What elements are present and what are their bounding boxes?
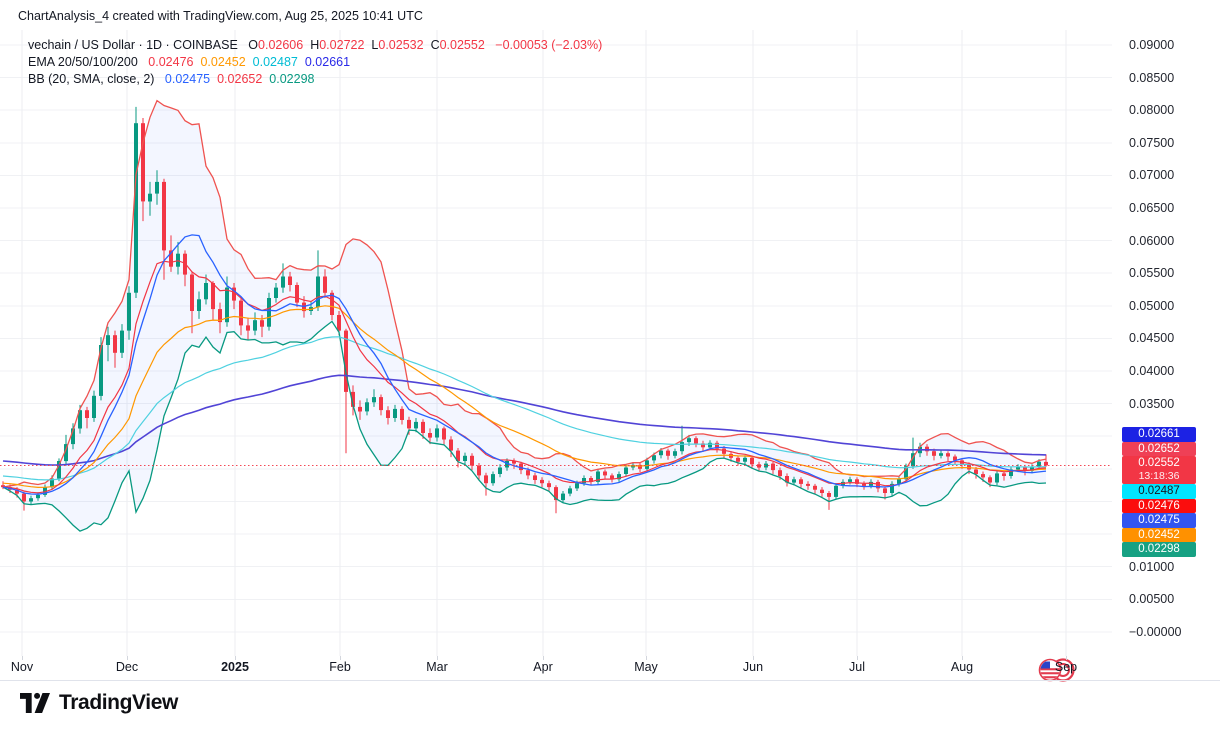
price-badge: 0.02487: [1122, 484, 1196, 499]
symbol-title: vechain / US Dollar · 1D · COINBASE: [28, 38, 238, 52]
time-tick: [753, 656, 754, 660]
price-tick-label: 0.07500: [1129, 135, 1175, 150]
ohlc-label: O: [248, 38, 259, 52]
chart-legend: vechain / US Dollar · 1D · COINBASE O0.0…: [28, 37, 602, 88]
price-tick-label: 0.01000: [1129, 559, 1175, 574]
time-tick: [437, 656, 438, 660]
price-badge: 0.02475: [1122, 513, 1196, 528]
time-tick-label: 2025: [221, 660, 249, 674]
tradingview-logo-icon: [20, 692, 50, 713]
tradingview-logo[interactable]: TradingView: [20, 690, 178, 716]
time-tick: [962, 656, 963, 660]
time-axis[interactable]: Nov Dec 2025 Feb Mar Apr May Jun Jul Aug Sep: [0, 656, 1220, 680]
price-tick-label: −0.00000: [1129, 624, 1182, 639]
price-tick-label: 0.08000: [1129, 103, 1175, 118]
currency-pair-icon: [1038, 658, 1075, 682]
price-badge-column: 0.02661 0.02652 0.02552 13:18:36 0.02487 0.02…: [1122, 427, 1196, 557]
time-tick: [235, 656, 236, 660]
ohlc-label: L: [371, 38, 379, 52]
price-tick-label: 0.08500: [1129, 70, 1175, 85]
legend-symbol-row[interactable]: vechain / US Dollar · 1D · COINBASE O0.0…: [28, 37, 602, 54]
indicator-value: 0.02452: [200, 55, 246, 69]
price-badge: 0.02452: [1122, 527, 1196, 542]
change-value: −0.00053 (−2.03%): [495, 38, 603, 52]
time-tick-label: Jun: [742, 660, 764, 674]
time-tick-label: Dec: [115, 660, 139, 674]
price-badge: 0.02298: [1122, 542, 1196, 557]
time-tick-label: Jul: [849, 660, 865, 674]
export-caption: ChartAnalysis_4 created with TradingView…: [18, 9, 423, 23]
indicator-value: 0.02652: [217, 72, 263, 86]
time-tick-label: Mar: [426, 660, 448, 674]
axis-separator: [0, 680, 1220, 681]
tradingview-logo-text: TradingView: [59, 691, 178, 714]
ohlc-value: 0.02722: [319, 38, 365, 52]
ohlc-label: C: [430, 38, 440, 52]
legend-bb-row[interactable]: BB (20, SMA, close, 2) 0.02475 0.02652 0.0…: [28, 71, 602, 88]
price-axis[interactable]: 0.02661 0.02652 0.02552 13:18:36 0.02487 0.02…: [1112, 30, 1220, 656]
time-tick-label: May: [634, 660, 658, 674]
time-tick-label: Nov: [10, 660, 34, 674]
price-badge: 0.02652: [1122, 441, 1196, 456]
bar-countdown: 13:18:36: [1138, 470, 1180, 482]
time-tick-label: Sep: [1054, 660, 1078, 674]
price-tick-label: 0.05000: [1129, 298, 1175, 313]
indicator-value: 0.02298: [269, 72, 315, 86]
time-tick: [857, 656, 858, 660]
ohlc-values: O0.02606 H0.02722 L0.02532 C0.02552: [241, 38, 485, 52]
time-tick-label: Feb: [329, 660, 351, 674]
time-tick-label: Aug: [950, 660, 974, 674]
bb-values: 0.02475 0.02652 0.02298: [158, 72, 315, 86]
ohlc-value: 0.02552: [439, 38, 485, 52]
bb-indicator-label: BB (20, SMA, close, 2): [28, 72, 155, 86]
price-tick-label: 0.05500: [1129, 266, 1175, 281]
ohlc-value: 0.02532: [378, 38, 424, 52]
ohlc-value: 0.02606: [258, 38, 304, 52]
time-tick: [127, 656, 128, 660]
time-tick: [22, 656, 23, 660]
time-tick-label: Apr: [533, 660, 553, 674]
indicator-value: 0.02476: [148, 55, 194, 69]
price-chart-canvas[interactable]: [0, 30, 1112, 656]
legend-ema-row[interactable]: EMA 20/50/100/200 0.02476 0.02452 0.02487 0…: [28, 54, 602, 71]
price-tick-label: 0.04000: [1129, 364, 1175, 379]
price-tick-label: 0.07000: [1129, 168, 1175, 183]
price-tick-label: 0.06500: [1129, 201, 1175, 216]
ohlc-label: H: [310, 38, 320, 52]
indicator-value: 0.02475: [164, 72, 211, 86]
price-tick-label: 0.09000: [1129, 37, 1175, 52]
current-price-badge: 0.02552 13:18:36: [1122, 456, 1196, 484]
time-tick: [340, 656, 341, 660]
price-tick-label: 0.06000: [1129, 233, 1175, 248]
chart-pane[interactable]: vechain / US Dollar · 1D · COINBASE O0.0…: [0, 30, 1112, 682]
ema-indicator-label: EMA 20/50/100/200: [28, 55, 138, 69]
time-tick: [543, 656, 544, 660]
price-badge: 0.02476: [1122, 498, 1196, 513]
price-tick-label: 0.04500: [1129, 331, 1175, 346]
price-badge: 0.02661: [1122, 427, 1196, 442]
price-tick-label: 0.00500: [1129, 592, 1175, 607]
ema-values: 0.02476 0.02452 0.02487 0.02661: [141, 55, 350, 69]
indicator-value: 0.02487: [252, 55, 298, 69]
time-tick: [646, 656, 647, 660]
price-tick-label: 0.03500: [1129, 396, 1175, 411]
candles: [1, 106, 1048, 514]
time-tick: [1066, 656, 1067, 660]
indicator-value: 0.02661: [304, 55, 351, 69]
